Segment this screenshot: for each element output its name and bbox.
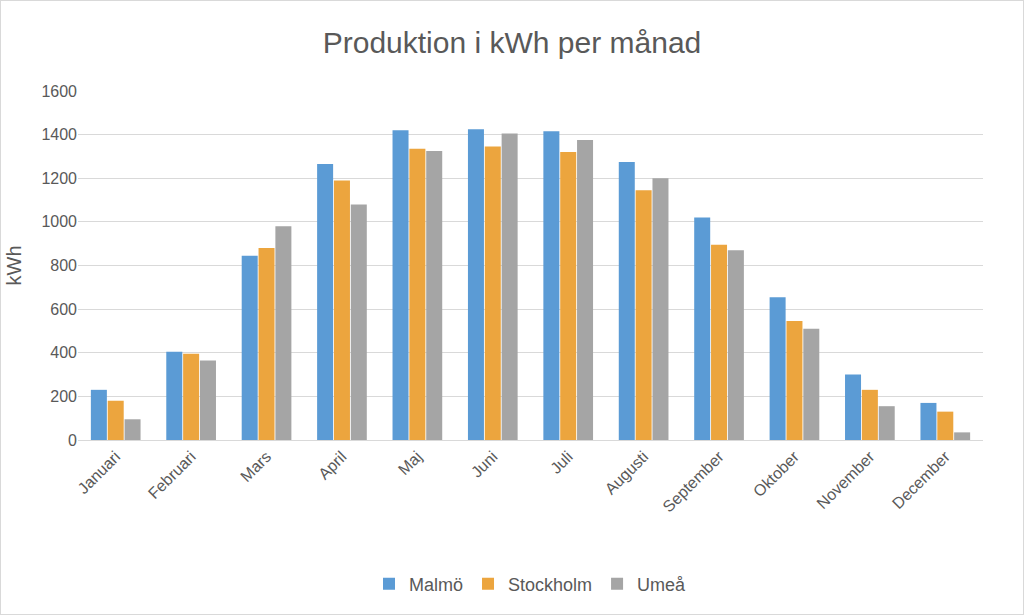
svg-text:1400: 1400: [41, 126, 77, 143]
svg-text:Produktion i kWh per månad: Produktion i kWh per månad: [323, 26, 702, 59]
svg-text:December: December: [889, 447, 954, 512]
svg-text:400: 400: [50, 344, 77, 361]
svg-text:200: 200: [50, 388, 77, 405]
svg-text:Malmö: Malmö: [409, 575, 463, 595]
svg-text:Februari: Februari: [145, 448, 199, 502]
svg-text:0: 0: [68, 432, 77, 449]
svg-text:800: 800: [50, 257, 77, 274]
svg-text:Juni: Juni: [468, 448, 501, 481]
svg-text:600: 600: [50, 301, 77, 318]
svg-text:April: April: [315, 448, 350, 483]
svg-text:kWh: kWh: [3, 246, 25, 286]
svg-text:1000: 1000: [41, 213, 77, 230]
svg-text:Maj: Maj: [395, 448, 425, 478]
svg-text:September: September: [659, 447, 727, 515]
svg-text:1600: 1600: [41, 83, 77, 100]
svg-text:Mars: Mars: [237, 448, 274, 485]
svg-text:Januari: Januari: [74, 448, 123, 497]
svg-text:November: November: [813, 447, 878, 512]
svg-text:1200: 1200: [41, 170, 77, 187]
svg-text:Juli: Juli: [547, 448, 576, 477]
svg-text:Stockholm: Stockholm: [508, 575, 592, 595]
svg-text:Oktober: Oktober: [750, 447, 803, 500]
svg-text:Augusti: Augusti: [602, 448, 652, 498]
svg-text:Umeå: Umeå: [637, 575, 686, 595]
